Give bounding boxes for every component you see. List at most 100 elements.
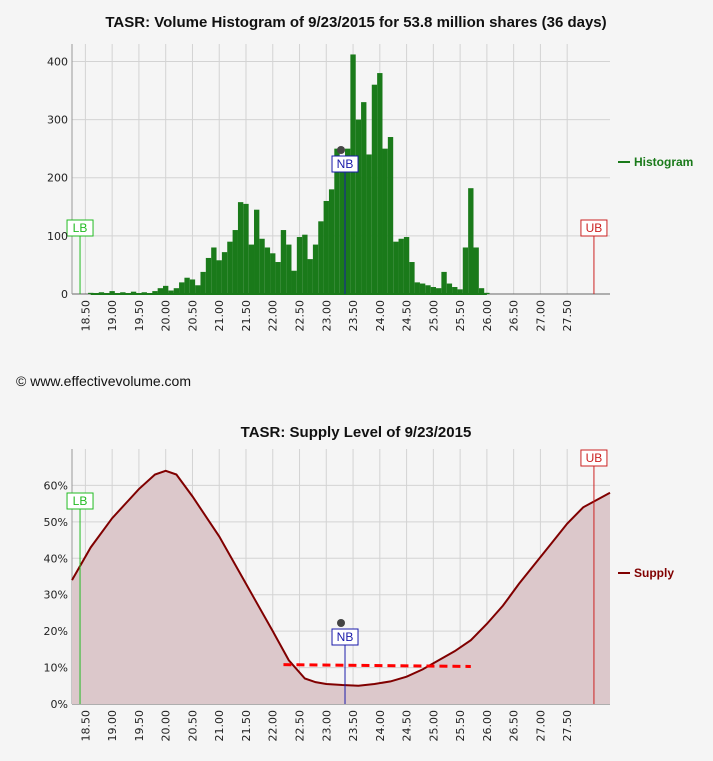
x-tick-label: 22.00 bbox=[267, 710, 280, 742]
x-tick-label: 21.50 bbox=[240, 710, 253, 742]
x-tick-label: 18.50 bbox=[79, 710, 92, 742]
histogram-bar bbox=[318, 221, 324, 294]
histogram-bar bbox=[211, 247, 217, 294]
y-tick-label: 30% bbox=[44, 589, 68, 602]
histogram-bar bbox=[430, 287, 437, 294]
histogram-bar bbox=[403, 237, 410, 294]
x-tick-label: 22.50 bbox=[294, 710, 307, 742]
histogram-bar bbox=[457, 289, 463, 294]
histogram-bar bbox=[398, 238, 404, 294]
marker-label-ub: UB bbox=[586, 451, 603, 465]
x-tick-label: 26.50 bbox=[508, 300, 521, 332]
y-tick-label: 0 bbox=[61, 288, 68, 301]
histogram-bar bbox=[200, 271, 206, 294]
histogram-bar bbox=[248, 244, 255, 294]
histogram-bar bbox=[205, 257, 212, 294]
histogram-bar bbox=[189, 279, 196, 294]
histogram-bar bbox=[345, 148, 351, 294]
histogram-y-ticks: 0 100 200 300 400 bbox=[47, 55, 68, 301]
x-tick-label: 25.50 bbox=[454, 300, 467, 332]
histogram-bar bbox=[173, 288, 180, 294]
x-tick-label: 20.00 bbox=[160, 300, 173, 332]
histogram-bar bbox=[334, 148, 340, 294]
supply-reference-line bbox=[283, 663, 471, 668]
histogram-bar bbox=[473, 247, 479, 294]
x-tick-label: 24.00 bbox=[374, 300, 387, 332]
supply-chart: TASR: Supply Level of 9/23/2015 LB NB UB 0… bbox=[44, 424, 675, 742]
x-tick-label: 22.00 bbox=[267, 300, 280, 332]
x-tick-label: 26.00 bbox=[481, 710, 494, 742]
supply-legend[interactable]: Supply bbox=[618, 566, 674, 580]
histogram-bar bbox=[302, 234, 308, 294]
histogram-bar bbox=[371, 84, 378, 294]
histogram-bar bbox=[227, 241, 233, 294]
supply-dashed-line bbox=[283, 663, 471, 668]
histogram-bar bbox=[264, 247, 271, 294]
y-tick-label: 300 bbox=[47, 114, 68, 127]
histogram-bar bbox=[393, 241, 399, 294]
histogram-bar bbox=[350, 54, 356, 294]
histogram-bar bbox=[195, 285, 201, 294]
histogram-bar bbox=[355, 119, 362, 295]
x-tick-label: 23.50 bbox=[347, 300, 360, 332]
histogram-x-ticks: 18.50 19.00 19.50 20.00 20.50 21.00 21.50 22.00… bbox=[79, 300, 574, 332]
histogram-bar bbox=[291, 270, 297, 294]
x-tick-label: 25.00 bbox=[427, 710, 440, 742]
histogram-bar bbox=[436, 288, 442, 294]
histogram-bar bbox=[88, 292, 94, 294]
histogram-bar bbox=[130, 291, 137, 294]
marker-label-nb: NB bbox=[337, 630, 354, 644]
histogram-bar bbox=[243, 203, 249, 294]
histogram-bar bbox=[221, 252, 228, 294]
x-tick-label: 25.50 bbox=[454, 710, 467, 742]
supply-line bbox=[71, 469, 611, 687]
y-tick-label: 0% bbox=[51, 698, 68, 711]
x-tick-label: 22.50 bbox=[294, 300, 307, 332]
histogram-bar bbox=[109, 291, 115, 294]
histogram-bar bbox=[270, 253, 276, 294]
histogram-bar bbox=[468, 188, 474, 294]
histogram-bar bbox=[280, 230, 287, 294]
histogram-bar bbox=[237, 202, 244, 294]
x-tick-label: 21.50 bbox=[240, 300, 253, 332]
marker-box-nb bbox=[331, 155, 359, 173]
x-tick-label: 19.50 bbox=[133, 710, 146, 742]
histogram-bar bbox=[377, 73, 383, 295]
histogram-bar bbox=[328, 189, 335, 294]
marker-label-ub: UB bbox=[586, 221, 603, 235]
x-tick-label: 21.00 bbox=[213, 300, 226, 332]
y-tick-label: 400 bbox=[47, 55, 68, 68]
x-tick-label: 20.50 bbox=[186, 710, 199, 742]
supply-legend-label: Supply bbox=[634, 566, 674, 580]
x-tick-label: 23.00 bbox=[320, 710, 333, 742]
supply-markers: LB NB UB bbox=[66, 449, 608, 704]
x-tick-label: 27.00 bbox=[534, 300, 547, 332]
histogram-bars bbox=[88, 54, 490, 295]
histogram-bar bbox=[184, 277, 190, 294]
marker-box-nb bbox=[331, 628, 359, 646]
histogram-bar bbox=[179, 282, 185, 294]
histogram-bar bbox=[446, 283, 453, 294]
marker-box-ub bbox=[580, 219, 608, 237]
supply-x-ticks: 18.50 19.00 19.50 20.00 20.50 21.00 21.50 22.00… bbox=[79, 710, 574, 742]
histogram-bar bbox=[425, 285, 431, 294]
histogram-bar bbox=[478, 288, 485, 294]
bear-icon bbox=[337, 619, 346, 627]
marker-label-nb: NB bbox=[337, 157, 354, 171]
histogram-bar bbox=[414, 282, 420, 294]
histogram-legend[interactable]: Histogram bbox=[618, 155, 693, 169]
histogram-bar bbox=[232, 230, 238, 294]
copyright-text[interactable]: © www.effectivevolume.com bbox=[16, 373, 192, 389]
marker-label-lb: LB bbox=[73, 221, 88, 235]
histogram-bar bbox=[216, 260, 222, 294]
histogram-bar bbox=[152, 291, 158, 294]
x-tick-label: 27.50 bbox=[561, 710, 574, 742]
y-tick-label: 100 bbox=[47, 230, 68, 243]
histogram-bar bbox=[409, 262, 415, 294]
x-tick-label: 21.00 bbox=[213, 710, 226, 742]
x-tick-label: 20.50 bbox=[186, 300, 199, 332]
supply-fill bbox=[72, 470, 610, 704]
histogram-chart: TASR: Volume Histogram of 9/23/2015 for … bbox=[47, 14, 693, 332]
histogram-bar bbox=[163, 285, 169, 294]
